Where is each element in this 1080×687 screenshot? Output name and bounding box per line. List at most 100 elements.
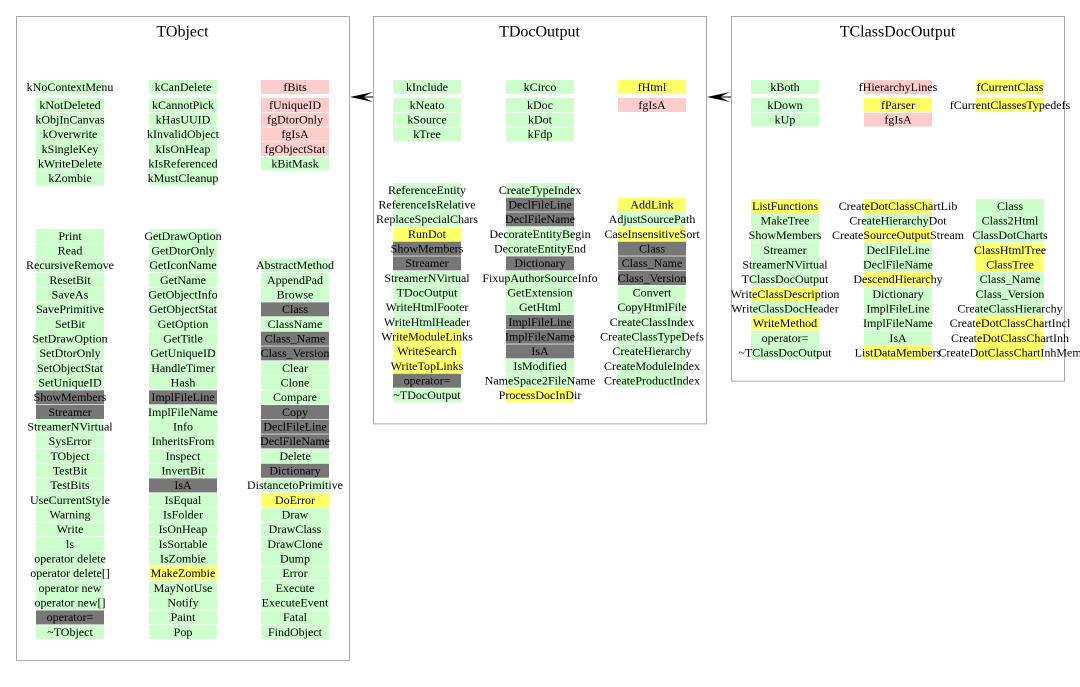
member-label: kHasUUID (156, 112, 211, 126)
member-cell (864, 287, 932, 302)
member-label: RecursiveRemove (26, 258, 114, 272)
member-cell (751, 213, 819, 228)
member-label: IsA (174, 478, 192, 492)
member-cell (506, 373, 574, 388)
member-cell (36, 610, 104, 625)
member-label: IsEqual (165, 493, 202, 507)
member-label: operator new[] (35, 596, 106, 610)
member-cell (261, 390, 329, 405)
member-label: kDown (767, 98, 802, 112)
member-label: kIsReferenced (148, 156, 217, 170)
member-label: kDot (528, 112, 553, 126)
member-cell (36, 229, 104, 243)
member-label: Class (997, 199, 1023, 213)
member-label: kOverwrite (43, 127, 98, 141)
member-label: ImplFileName (148, 405, 218, 419)
member-label: InvertBit (161, 463, 205, 477)
member-cell (506, 80, 574, 94)
member-label: kDoc (527, 98, 553, 112)
member-label: Class_Version (976, 287, 1045, 301)
member-cell (149, 595, 217, 610)
member-label: TClassDocOutput (742, 272, 829, 286)
arrow-head (350, 92, 373, 102)
member-cell (506, 227, 574, 242)
member-label: HandleTimer (151, 361, 215, 375)
member-label: AppendPad (267, 273, 323, 287)
class-name: TObject (156, 24, 209, 41)
member-cell (618, 329, 686, 344)
member-cell (261, 361, 329, 376)
member-label: ~TDocOutput (393, 388, 461, 402)
member-cell (36, 243, 104, 258)
member-cell (393, 127, 461, 142)
member-label: kCanDelete (155, 80, 212, 94)
member-cell (506, 241, 574, 256)
member-label: fHierarchyLines (859, 80, 938, 94)
member-cell (976, 213, 1044, 228)
member-label: WriteClassDescription (731, 287, 840, 301)
member-cell (393, 271, 461, 286)
member-label: StreamerNVirtual (27, 419, 113, 433)
member-cell (149, 551, 217, 566)
member-cell (149, 127, 217, 142)
member-label: Inspect (166, 449, 201, 463)
member-cell (751, 345, 819, 360)
member-cell (393, 285, 461, 300)
member-label: Class_Version (261, 346, 330, 360)
member-label: UseCurrentStyle (30, 493, 110, 507)
member-cell (976, 257, 1044, 272)
member-label: WriteTopLinks (391, 359, 464, 373)
member-label: ~TObject (47, 625, 93, 639)
member-cell (261, 317, 329, 332)
member-cell (36, 273, 104, 288)
member-cell (618, 359, 686, 374)
member-cell (261, 610, 329, 625)
member-label: kCannotPick (152, 98, 214, 112)
member-label: CreateHierarchyDot (849, 213, 947, 227)
member-label: CreateClassIndex (610, 315, 695, 329)
member-label: IsFolder (163, 507, 203, 521)
member-label: DeclFileLine (263, 419, 326, 433)
member-label: RunDot (408, 227, 447, 241)
member-cell (261, 522, 329, 537)
member-label: operator= (762, 331, 809, 345)
member-label: Execute (276, 581, 315, 595)
member-label: CreateClassTypeDefs (600, 329, 704, 343)
member-cell (393, 112, 461, 127)
member-label: kNeato (410, 98, 445, 112)
member-cell (36, 317, 104, 332)
member-cell (36, 419, 104, 434)
member-label: Dictionary (872, 287, 923, 301)
member-label: DecorateEntityEnd (494, 241, 586, 255)
member-label: WriteHtmlFooter (386, 300, 469, 314)
member-label: ReplaceSpecialChars (376, 212, 478, 226)
member-cell (618, 300, 686, 315)
member-label: kIsOnHeap (156, 142, 211, 156)
member-label: ClassHtmlTree (974, 243, 1046, 257)
member-label: Read (58, 243, 83, 257)
member-cell (976, 199, 1044, 213)
member-label: WriteMethod (753, 316, 817, 330)
member-cell (864, 213, 932, 228)
member-label: kBitMask (271, 156, 318, 170)
class-name: TClassDocOutput (840, 24, 956, 41)
member-label: DoError (275, 493, 315, 507)
member-label: Class (282, 302, 308, 316)
member-label: CreateModuleIndex (604, 359, 700, 373)
member-label: fHtml (638, 80, 667, 94)
member-cell (261, 287, 329, 302)
member-label: StreamerNVirtual (742, 257, 828, 271)
member-cell (149, 463, 217, 478)
member-label: Hash (171, 375, 196, 389)
member-label: CaseInsensitiveSort (604, 227, 700, 241)
member-label: CopyHtmlFile (617, 300, 686, 314)
member-label: Convert (633, 285, 672, 299)
member-cell (393, 300, 461, 315)
member-label: IsA (531, 344, 549, 358)
member-cell (393, 197, 461, 212)
member-label: DescendHierarchy (853, 272, 942, 286)
member-cell (261, 551, 329, 566)
member-label: kNoContextMenu (27, 80, 114, 94)
member-cell (864, 257, 932, 272)
member-cell (149, 302, 217, 317)
